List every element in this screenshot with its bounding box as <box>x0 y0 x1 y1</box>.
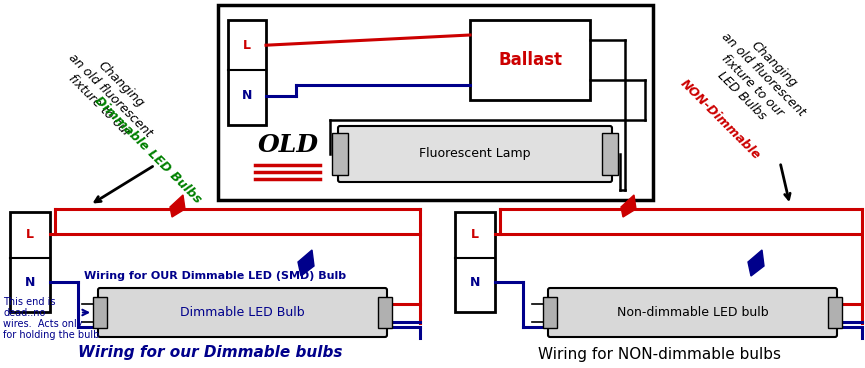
Text: L: L <box>471 227 479 241</box>
FancyBboxPatch shape <box>338 126 612 182</box>
FancyBboxPatch shape <box>98 288 387 337</box>
Text: wires.  Acts only: wires. Acts only <box>3 319 82 329</box>
Text: Changing
an old fluorescent
fixture to our
LED Bulbs: Changing an old fluorescent fixture to o… <box>698 20 818 140</box>
Polygon shape <box>170 195 185 217</box>
Text: for holding the bulb: for holding the bulb <box>3 330 99 340</box>
Bar <box>93 297 107 328</box>
Bar <box>228 20 266 125</box>
Text: Wiring for OUR Dimmable LED (SMD) Bulb: Wiring for OUR Dimmable LED (SMD) Bulb <box>84 271 346 281</box>
Text: dead..no: dead..no <box>3 308 45 318</box>
Text: Wiring for NON-dimmable bulbs: Wiring for NON-dimmable bulbs <box>539 347 781 362</box>
Bar <box>332 133 348 175</box>
Bar <box>455 212 495 312</box>
Text: OLD: OLD <box>258 133 319 157</box>
Bar <box>828 297 842 328</box>
Text: Non-dimmable LED bulb: Non-dimmable LED bulb <box>617 306 768 319</box>
Text: L: L <box>243 39 251 52</box>
Text: Wiring for our Dimmable bulbs: Wiring for our Dimmable bulbs <box>78 344 343 360</box>
Bar <box>10 212 50 312</box>
Bar <box>378 297 392 328</box>
Text: Fluorescent Lamp: Fluorescent Lamp <box>420 148 531 160</box>
Text: Ballast: Ballast <box>498 51 562 69</box>
Bar <box>602 133 618 175</box>
Polygon shape <box>748 250 764 276</box>
Text: L: L <box>26 227 34 241</box>
Bar <box>543 297 557 328</box>
Text: Changing
an old fluorescent
fixture to our: Changing an old fluorescent fixture to o… <box>55 40 165 150</box>
Text: Dimmable LED Bulbs: Dimmable LED Bulbs <box>92 94 204 206</box>
Text: N: N <box>25 276 35 289</box>
Polygon shape <box>621 195 636 217</box>
Text: N: N <box>242 89 253 102</box>
Bar <box>470 20 590 100</box>
Text: Dimmable LED Bulb: Dimmable LED Bulb <box>180 306 304 319</box>
Text: N: N <box>470 276 480 289</box>
Text: NON-Dimmable: NON-Dimmable <box>677 77 763 163</box>
Text: This end is: This end is <box>3 297 55 307</box>
Bar <box>218 5 653 200</box>
FancyBboxPatch shape <box>548 288 837 337</box>
Polygon shape <box>298 250 314 276</box>
